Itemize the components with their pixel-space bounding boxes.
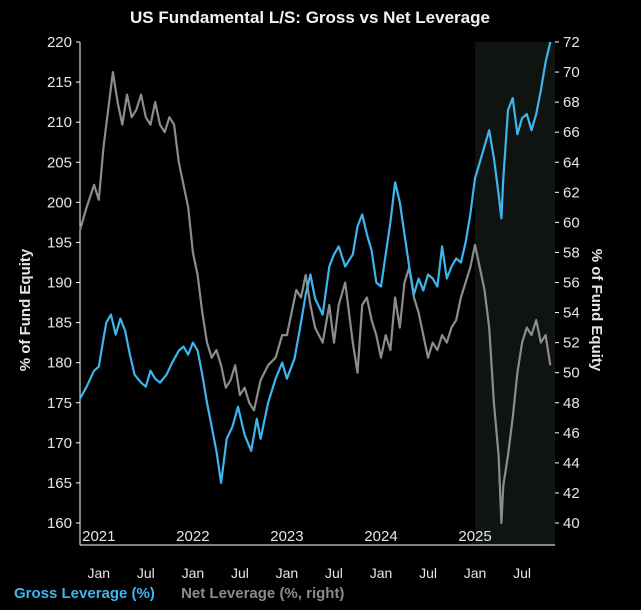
right-tick-label: 72 [563,34,580,51]
left-tick-label: 160 [47,515,72,532]
legend: Gross Leverage (%) Net Leverage (%, righ… [14,585,366,602]
left-tick-label: 220 [47,34,72,51]
year-labels: 2021 2022 2023 2024 2025 [82,528,492,545]
left-tick-label: 200 [47,194,72,211]
right-axis-ticks: 40 42 44 46 48 50 52 54 56 58 60 62 64 66 68 70 72 [555,34,580,532]
right-tick-label: 54 [563,305,580,322]
right-tick-label: 50 [563,365,580,382]
right-tick-label: 42 [563,485,580,502]
left-tick-label: 195 [47,234,72,251]
year-label: 2025 [458,528,491,545]
left-tick-label: 175 [47,395,72,412]
right-tick-label: 66 [563,124,580,141]
right-tick-label: 44 [563,455,580,472]
month-label: Jan [464,565,487,581]
left-tick-label: 170 [47,435,72,452]
right-tick-label: 56 [563,275,580,292]
month-labels: Jan Jul Jan Jul Jan Jul Jan Jul Jan Jul [88,565,532,581]
legend-gross-leverage: Gross Leverage (%) [14,585,155,602]
year-label: 2021 [82,528,115,545]
left-tick-label: 215 [47,74,72,91]
left-tick-label: 180 [47,355,72,372]
right-tick-label: 60 [563,214,580,231]
right-tick-label: 70 [563,64,580,81]
year-label: 2022 [176,528,209,545]
month-label: Jul [513,565,531,581]
gross-leverage-line [79,41,552,484]
chart-title: US Fundamental L/S: Gross vs Net Leverag… [130,8,490,27]
net-leverage-line [78,70,552,525]
month-label: Jul [231,565,249,581]
month-label: Jul [419,565,437,581]
series-lines [78,41,552,525]
year-label: 2024 [364,528,397,545]
legend-net-leverage: Net Leverage (%, right) [181,585,345,602]
month-label: Jan [182,565,205,581]
month-label: Jul [137,565,155,581]
right-tick-label: 58 [563,244,580,261]
month-label: Jan [370,565,393,581]
left-tick-label: 205 [47,154,72,171]
right-tick-label: 48 [563,395,580,412]
right-tick-label: 64 [563,154,580,171]
month-label: Jul [325,565,343,581]
y-axis-title-left: % of Fund Equity [17,248,34,371]
right-tick-label: 40 [563,515,580,532]
left-tick-label: 190 [47,275,72,292]
left-tick-label: 165 [47,475,72,492]
month-label: Jan [276,565,299,581]
shaded-region-2025 [475,42,555,545]
left-axis-ticks: 160 165 170 175 180 185 190 195 200 205 210 215 220 [47,34,80,532]
y-axis-title-right: % of Fund Equity [588,249,605,372]
left-tick-label: 210 [47,114,72,131]
right-tick-label: 68 [563,94,580,111]
year-label: 2023 [270,528,303,545]
month-label: Jan [88,565,111,581]
right-tick-label: 62 [563,184,580,201]
left-tick-label: 185 [47,315,72,332]
right-tick-label: 52 [563,335,580,352]
right-tick-label: 46 [563,425,580,442]
